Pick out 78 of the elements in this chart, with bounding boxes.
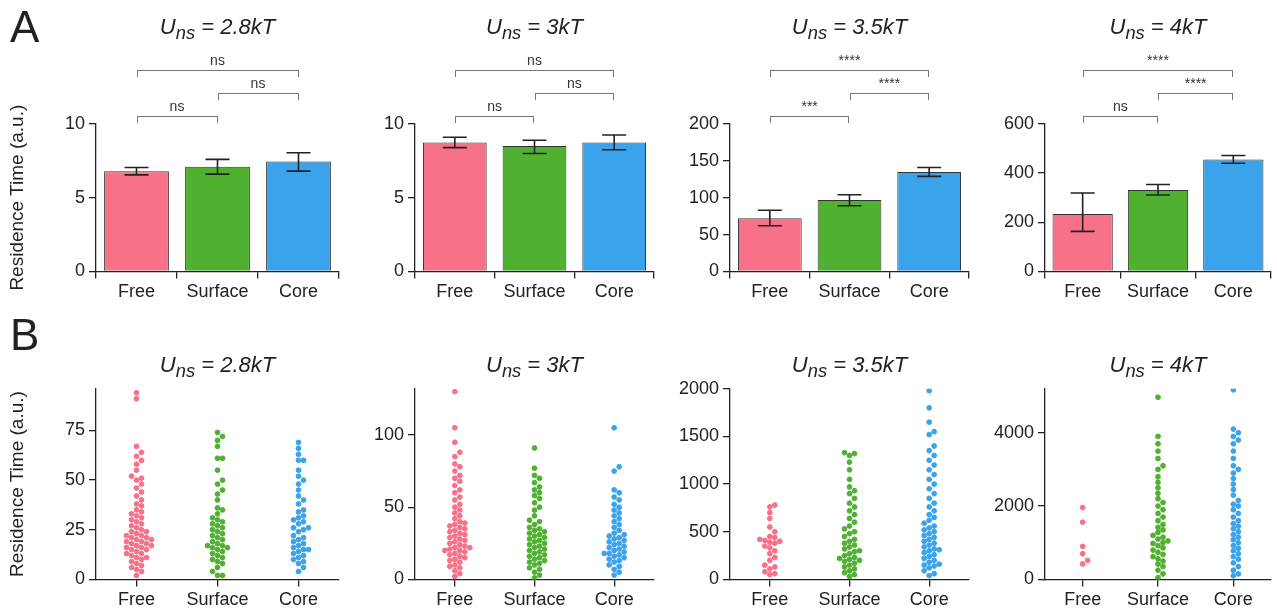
y-tick-label: 10 <box>383 112 404 133</box>
x-tick-label: Surface <box>1126 589 1190 610</box>
y-tick-label: 100 <box>373 423 404 444</box>
y-tick-label: 0 <box>1023 260 1034 281</box>
y-tick-label: 0 <box>708 568 719 589</box>
x-tick-label: Core <box>594 281 634 302</box>
y-tick-label: 1000 <box>678 473 719 494</box>
y-tick-label: 75 <box>64 419 85 440</box>
text: **** <box>878 75 901 91</box>
x-tick-label: Free <box>117 281 156 302</box>
x-tick-label: Surface <box>818 589 881 610</box>
x-tick-label: Surface <box>503 589 566 610</box>
y-tick-label: 10 <box>64 112 85 133</box>
y-tick-label: 0 <box>393 568 404 589</box>
y-tick-label: 5 <box>74 186 85 207</box>
x-tick-label: Core <box>1213 281 1253 302</box>
x-tick-label: Core <box>278 589 319 610</box>
x-tick-label: Core <box>594 589 634 610</box>
x-tick-label: Free <box>751 589 789 610</box>
y-axis-title: Residence Time (a.u.) <box>5 104 27 291</box>
y-tick-label: 50 <box>383 496 404 517</box>
text: ns <box>1112 98 1128 114</box>
chart-title: U$_{ns}$ = 3.5kT <box>791 352 908 383</box>
x-tick-label: Surface <box>818 281 881 302</box>
text: ns <box>250 75 266 91</box>
y-tick-label: 0 <box>1023 568 1034 589</box>
y-tick-label: 2000 <box>993 495 1034 516</box>
chart-title: U$_{ns}$ = 3kT <box>486 14 583 45</box>
y-tick-label: 500 <box>688 520 719 541</box>
y-tick-label: 400 <box>1003 162 1034 183</box>
x-tick-label: Core <box>909 281 949 302</box>
y-tick-label: 5 <box>393 186 404 207</box>
y-tick-label: 50 <box>64 469 85 490</box>
chart-title: U$_{ns}$ = 3.5kT <box>791 14 908 45</box>
x-tick-label: Free <box>436 589 474 610</box>
x-tick-label: Surface <box>503 281 566 302</box>
y-tick-label: 25 <box>64 518 85 539</box>
y-axis-title: Residence Time (a.u.) <box>5 391 27 578</box>
x-tick-label: Free <box>436 281 474 302</box>
text: **** <box>1147 52 1169 68</box>
x-tick-label: Free <box>751 281 789 302</box>
y-tick-label: 0 <box>393 260 404 281</box>
chart-title: U$_{ns}$ = 4kT <box>1109 352 1207 383</box>
y-tick-label: 100 <box>688 186 719 207</box>
text: ns <box>527 52 542 68</box>
chart-title: U$_{ns}$ = 2.8kT <box>159 14 276 45</box>
y-tick-label: 50 <box>698 223 719 244</box>
y-tick-label: 2000 <box>678 377 719 398</box>
x-tick-label: Free <box>1064 589 1102 610</box>
text: ns <box>210 52 225 68</box>
x-tick-label: Surface <box>1126 281 1190 302</box>
y-tick-label: 4000 <box>993 421 1034 442</box>
text: A <box>10 2 40 52</box>
x-tick-label: Core <box>278 281 319 302</box>
x-tick-label: Surface <box>186 589 249 610</box>
x-tick-label: Surface <box>186 281 249 302</box>
y-tick-label: 200 <box>1003 211 1034 232</box>
text: ns <box>487 98 503 114</box>
chart-title: U$_{ns}$ = 3kT <box>486 352 583 383</box>
y-tick-label: 150 <box>688 149 719 170</box>
text: B <box>10 310 40 360</box>
x-tick-label: Core <box>1213 589 1253 610</box>
x-tick-label: Free <box>1064 281 1102 302</box>
text: *** <box>801 98 818 114</box>
text: **** <box>1184 75 1207 91</box>
y-tick-label: 600 <box>1003 112 1034 133</box>
text: **** <box>838 52 861 68</box>
y-tick-label: 0 <box>74 568 85 589</box>
x-tick-label: Free <box>117 589 156 610</box>
chart-title: U$_{ns}$ = 4kT <box>1109 14 1207 45</box>
y-tick-label: 200 <box>688 112 719 133</box>
y-tick-label: 0 <box>74 260 85 281</box>
y-tick-label: 1500 <box>678 425 719 446</box>
x-tick-label: Core <box>909 589 949 610</box>
text: ns <box>566 75 582 91</box>
text: ns <box>169 98 185 114</box>
y-tick-label: 0 <box>708 260 719 281</box>
chart-title: U$_{ns}$ = 2.8kT <box>159 352 276 383</box>
